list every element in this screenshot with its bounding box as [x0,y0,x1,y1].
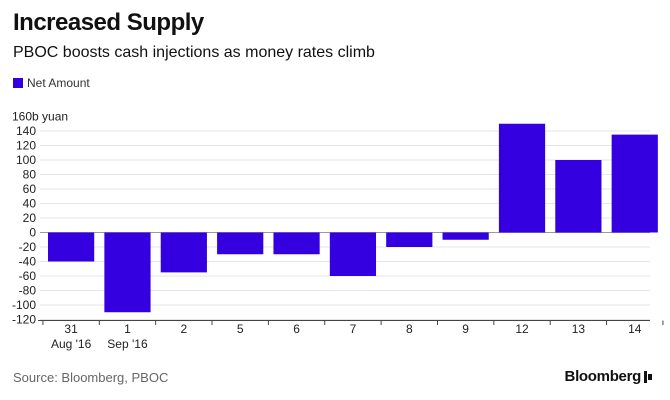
x-tick-label: 5 [237,322,244,336]
y-axis-unit-label: 160b yuan [12,110,68,124]
y-tick-label: -40 [19,255,37,269]
x-tick-label: 31 [64,322,78,336]
y-tick-label: -80 [19,284,37,298]
x-tick-label: 1 [124,322,131,336]
y-tick-label: 20 [23,211,37,225]
y-tick-label: -20 [19,240,37,254]
x-tick-label: 13 [572,322,586,336]
y-tick-label: 120 [16,139,36,153]
bar [104,232,151,313]
y-tick-label: 60 [23,182,37,196]
y-tick-label: 140 [16,124,36,138]
y-tick-label: 80 [23,168,37,182]
bar [442,232,489,240]
bloomberg-mark-icon [644,370,656,383]
x-tick-label: 12 [515,322,529,336]
y-tick-label: -60 [19,269,37,283]
bar [329,232,377,276]
bar [386,232,433,247]
bar [555,160,602,233]
source-note: Source: Bloomberg, PBOC [13,370,169,385]
x-tick-label: 7 [350,322,357,336]
y-tick-label: -100 [12,298,36,312]
y-tick-label: 40 [23,197,37,211]
bar [160,232,207,273]
legend-swatch [13,78,23,88]
bar [48,232,95,262]
x-tick-label: 2 [180,322,187,336]
y-tick-label: -120 [12,313,36,327]
brand-text: Bloomberg [564,368,642,385]
y-tick-label: 0 [29,226,36,240]
bloomberg-logo: Bloomberg [565,368,656,385]
chart-subtitle: PBOC boosts cash injections as money rat… [13,44,375,61]
bar [217,232,264,255]
bar [611,134,658,233]
bar [273,232,320,255]
legend: Net Amount [13,76,90,90]
y-tick-label: 100 [16,153,36,167]
x-tick-sublabel: Aug '16 [51,337,92,351]
x-tick-label: 14 [628,322,642,336]
x-tick-label: 6 [293,322,300,336]
x-tick-sublabel: Sep '16 [107,337,148,351]
x-tick-label: 8 [406,322,413,336]
legend-label: Net Amount [27,76,90,90]
bar [498,123,546,233]
x-tick-label: 9 [462,322,469,336]
chart-title: Increased Supply [13,9,204,36]
